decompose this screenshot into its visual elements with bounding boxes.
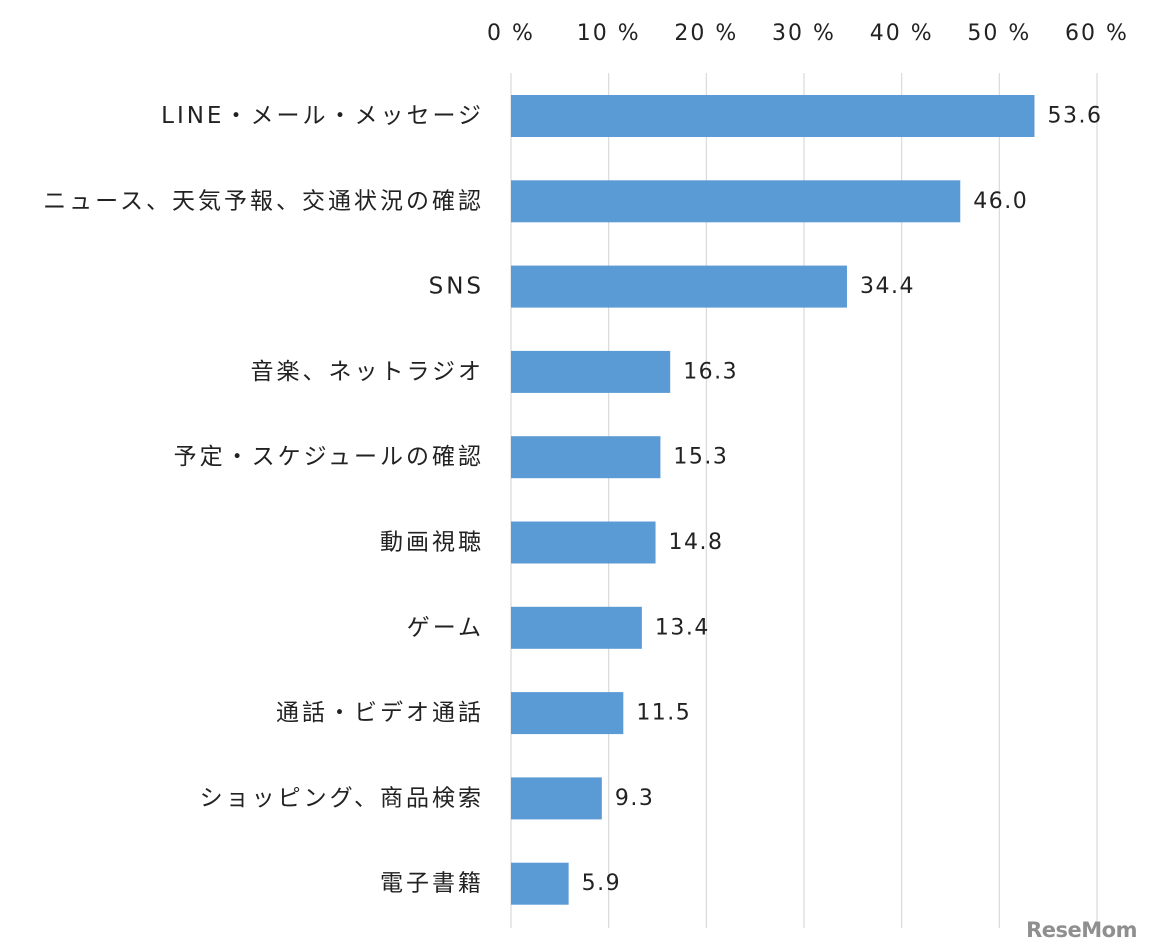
- value-label: 9.3: [615, 786, 655, 811]
- category-label: 電子書籍: [380, 871, 484, 897]
- category-label: 予定・スケジュールの確認: [174, 444, 484, 470]
- value-label: 15.3: [673, 445, 728, 470]
- x-tick-label: 60 %: [1065, 21, 1129, 46]
- value-label: 16.3: [683, 359, 738, 384]
- bar: [511, 350, 671, 393]
- x-tick-label: 20 %: [674, 21, 738, 46]
- value-label: 5.9: [582, 871, 622, 896]
- bar: [511, 436, 661, 479]
- category-label: 動画視聴: [380, 530, 484, 556]
- value-labels: 53.6 46.0 34.4 16.3 15.3 14.8 13.4 11.5 9.3 5.9: [582, 104, 1102, 897]
- value-label: 53.6: [1047, 104, 1102, 129]
- category-label: ゲーム: [407, 615, 484, 641]
- bar: [511, 95, 1035, 137]
- category-label: ショッピング、商品検索: [200, 785, 484, 811]
- x-tick-label: 30 %: [772, 21, 836, 46]
- x-axis-ticks: 0 % 10 % 20 % 30 % 40 % 50 % 60 %: [487, 21, 1129, 46]
- category-label: SNS: [429, 274, 484, 300]
- category-label: 通話・ビデオ通話: [276, 700, 484, 726]
- bar: [511, 521, 656, 564]
- x-tick-label: 50 %: [967, 21, 1031, 46]
- value-label: 13.4: [655, 615, 710, 640]
- bar: [511, 692, 624, 735]
- bar: [511, 606, 642, 649]
- value-label: 14.8: [669, 530, 724, 555]
- category-label: 音楽、ネットラジオ: [250, 359, 484, 385]
- value-label: 11.5: [636, 701, 691, 726]
- bars: [511, 95, 1035, 905]
- bar: [511, 180, 961, 223]
- value-label: 46.0: [973, 189, 1028, 214]
- x-tick-label: 40 %: [870, 21, 934, 46]
- value-label: 34.4: [860, 274, 915, 299]
- category-label: LINE・メール・メッセージ: [161, 103, 484, 129]
- watermark-logo: ReseMom: [1026, 918, 1137, 942]
- bar: [511, 862, 569, 905]
- category-label: ニュース、天気予報、交通状況の確認: [43, 188, 484, 214]
- x-tick-label: 10 %: [577, 21, 641, 46]
- x-tick-label: 0 %: [487, 21, 535, 46]
- bar: [511, 265, 847, 308]
- bar: [511, 777, 602, 820]
